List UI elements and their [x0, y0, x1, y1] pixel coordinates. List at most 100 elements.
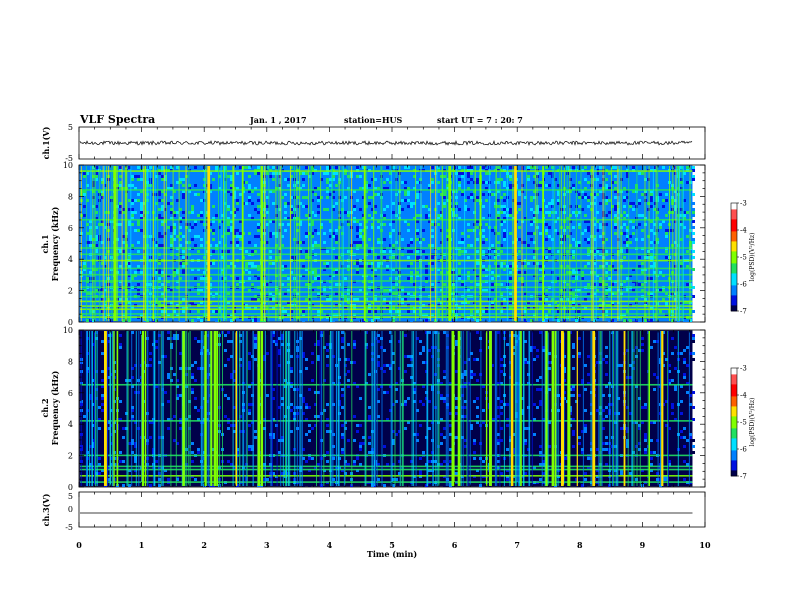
- spec1-pixel: [467, 184, 470, 187]
- spec2-pixel: [281, 439, 284, 442]
- spec1-pixel: [287, 310, 290, 313]
- spec2-pixel: [167, 460, 170, 463]
- spec1-pixel: [245, 268, 248, 271]
- spec1-pixel: [581, 301, 584, 304]
- spec1-faint-event: [652, 166, 654, 321]
- spec1-pixel: [503, 208, 506, 211]
- spec1-pixel: [491, 271, 494, 274]
- spec2-pixel: [227, 355, 230, 358]
- spec1-pixel: [524, 271, 527, 274]
- spec1-pixel: [140, 178, 143, 181]
- spec1-pixel: [518, 262, 521, 265]
- spec1-pixel: [290, 196, 293, 199]
- spec1-pixel: [401, 181, 404, 184]
- spec2-pixel: [251, 439, 254, 442]
- spec1-faint-event: [636, 166, 638, 321]
- spec2-pixel: [302, 451, 305, 454]
- spec1-pixel: [143, 262, 146, 265]
- spec1-pixel: [545, 232, 548, 235]
- spec2-pixel: [239, 415, 242, 418]
- spec1-pixel: [614, 166, 617, 169]
- spec1-pixel: [386, 187, 389, 190]
- spec1-pixel: [164, 193, 167, 196]
- spec1-pixel: [500, 292, 503, 295]
- spec1-pixel: [290, 166, 293, 169]
- spec1-pixel: [119, 277, 122, 280]
- spec1-pixel: [233, 232, 236, 235]
- spec1-pixel: [170, 226, 173, 229]
- spec2-pixel: [143, 352, 146, 355]
- spec2-pixel: [272, 436, 275, 439]
- spec1-pixel: [362, 217, 365, 220]
- spec1-pixel: [614, 220, 617, 223]
- spec1-pixel: [632, 292, 635, 295]
- spec1-pixel: [311, 232, 314, 235]
- spec2-pixel: [134, 421, 137, 424]
- spec2-pixel: [239, 385, 242, 388]
- spec1-pixel: [368, 262, 371, 265]
- spec1-pixel: [329, 184, 332, 187]
- spec1-pixel: [317, 190, 320, 193]
- spec1-pixel: [215, 187, 218, 190]
- spec1-pixel: [227, 208, 230, 211]
- station-label: station=HUS: [344, 115, 403, 125]
- spec2-pixel: [110, 457, 113, 460]
- spec1-pixel: [257, 223, 260, 226]
- spec1-pixel: [485, 181, 488, 184]
- spec1-pixel: [431, 244, 434, 247]
- spec1-pixel: [155, 301, 158, 304]
- spec2-pixel: [290, 379, 293, 382]
- spec2-pixel: [143, 421, 146, 424]
- spec1-pixel: [215, 319, 218, 322]
- spec1-pixel: [155, 205, 158, 208]
- spec1-pixel: [509, 265, 512, 268]
- spec2-pixel: [212, 418, 215, 421]
- spec1-pixel: [212, 310, 215, 313]
- spec2-pixel: [281, 406, 284, 409]
- spec1-pixel: [278, 208, 281, 211]
- spec1-pixel: [137, 190, 140, 193]
- spec1-event-2.05: [207, 166, 211, 321]
- spec1-pixel: [383, 223, 386, 226]
- spec1-pixel: [248, 166, 251, 169]
- spec1-line-3: [80, 273, 693, 276]
- spec1-pixel: [623, 232, 626, 235]
- spec1-pixel: [626, 310, 629, 313]
- spec1-pixel: [302, 196, 305, 199]
- spec1-pixel: [404, 244, 407, 247]
- spec1-pixel: [359, 229, 362, 232]
- spec1-pixel: [122, 241, 125, 244]
- spec1-pixel: [545, 199, 548, 202]
- spec1-pixel: [272, 178, 275, 181]
- spec1-pixel: [518, 202, 521, 205]
- spec1-pixel: [416, 217, 419, 220]
- spec1-pixel: [254, 250, 257, 253]
- spec2-pixel: [176, 442, 179, 445]
- spec1-pixel: [179, 256, 182, 259]
- spec2-pixel: [149, 391, 152, 394]
- spec1-pixel: [431, 256, 434, 259]
- spec1-pixel: [188, 193, 191, 196]
- spec1-pixel: [407, 292, 410, 295]
- spec2-pixel: [230, 355, 233, 358]
- spec1-pixel: [569, 190, 572, 193]
- spec2-pixel: [230, 364, 233, 367]
- spec1-pixel: [650, 193, 653, 196]
- spec1-pixel: [476, 250, 479, 253]
- spec1-pixel: [596, 250, 599, 253]
- spec1-pixel: [86, 199, 89, 202]
- spec2-pixel: [239, 358, 242, 361]
- spec1-pixel: [101, 271, 104, 274]
- spec1-faint-event: [342, 166, 344, 321]
- spec1-pixel: [311, 220, 314, 223]
- spec1-pixel: [437, 181, 440, 184]
- spec1-pixel: [200, 193, 203, 196]
- spec1-pixel: [362, 232, 365, 235]
- spec1-pixel: [587, 271, 590, 274]
- spec1-pixel: [650, 268, 653, 271]
- spec1-pixel: [533, 217, 536, 220]
- spec1-pixel: [425, 217, 428, 220]
- spec1-pixel: [92, 241, 95, 244]
- spec2-pixel: [122, 460, 125, 463]
- spec1-pixel: [626, 301, 629, 304]
